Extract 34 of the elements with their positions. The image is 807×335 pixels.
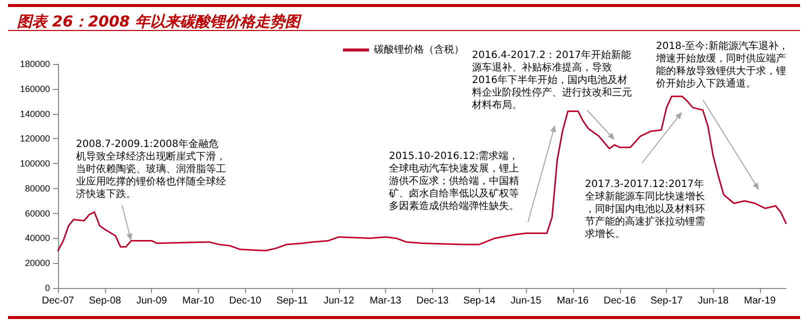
- x-tick-label: Mar-16: [556, 296, 590, 306]
- y-tick-label: 60000: [24, 208, 50, 218]
- x-tick-label: Jun-18: [698, 296, 729, 306]
- x-tick-label: Sep-14: [463, 296, 496, 306]
- line-series: [57, 96, 787, 252]
- y-tick-label: 140000: [20, 108, 50, 119]
- annotation: 2017.3-2017.12:2017年全球新能源车同比快速增长，同时国内电池以及材料环节产能的高速扩张拉动锂需求增长。: [585, 178, 705, 240]
- y-tick-label: 80000: [24, 183, 50, 194]
- legend-label: 碳酸锂价格（含税）: [373, 44, 464, 56]
- x-tick-label: Mar-13: [370, 296, 402, 306]
- annotation: 2016.4-2017.2：2017年开始新能源车退补、补贴标准提高，导致2016年下半年开始，国内电池及材料企业阶段性停产、进行技改和三元材料布局。: [471, 48, 632, 111]
- x-tick-label: Sep-08: [88, 296, 122, 306]
- y-tick-label: 100000: [20, 158, 50, 169]
- y-tick-label: 180000: [20, 59, 50, 69]
- x-tick-label: Sep-17: [650, 296, 684, 306]
- x-tick-label: Jun-12: [324, 296, 355, 306]
- annotation: 2015.10-2016.12:需求端，全球电动汽车快速发展，锂上游供不应求；供给端，中国精矿、卤水自给率低以及矿权等多因素造成供给端弹性缺失。: [388, 150, 519, 212]
- y-tick-label: 20000: [24, 258, 50, 268]
- x-tick-label: Mar-10: [182, 296, 215, 306]
- annotation: 2018-至今:新能源汽车退补，增速开始放缓，同时供应端产能的释放导致锂供大于求，锂价开始步入下跌通道。: [655, 40, 788, 90]
- y-tick-label: 160000: [20, 84, 50, 94]
- y-tick-label: 120000: [20, 134, 50, 144]
- y-tick-label: 0: [44, 283, 50, 293]
- x-tick-label: Mar-19: [744, 296, 776, 306]
- x-tick-label: Dec-13: [416, 296, 450, 306]
- x-tick-label: Dec-16: [604, 296, 636, 306]
- x-tick-label: Dec-07: [42, 296, 75, 306]
- x-tick-label: Jun-15: [510, 296, 542, 306]
- chart-title: 图表 26：2008 年以来碳酸锂价格走势图: [17, 12, 302, 30]
- annotation: 2008.7-2009.1:2008年金融危机导致全球经济出现断崖式下滑，当时依赖陶瓷、玻璃、润滑脂等工业应用吃撑的锂价格也伴随全球经济快速下跌。: [76, 138, 226, 200]
- y-tick-label: 40000: [24, 233, 50, 244]
- x-tick-label: Dec-10: [229, 296, 262, 306]
- x-tick-label: Jun-09: [136, 296, 168, 306]
- x-tick-label: Sep-11: [276, 296, 308, 306]
